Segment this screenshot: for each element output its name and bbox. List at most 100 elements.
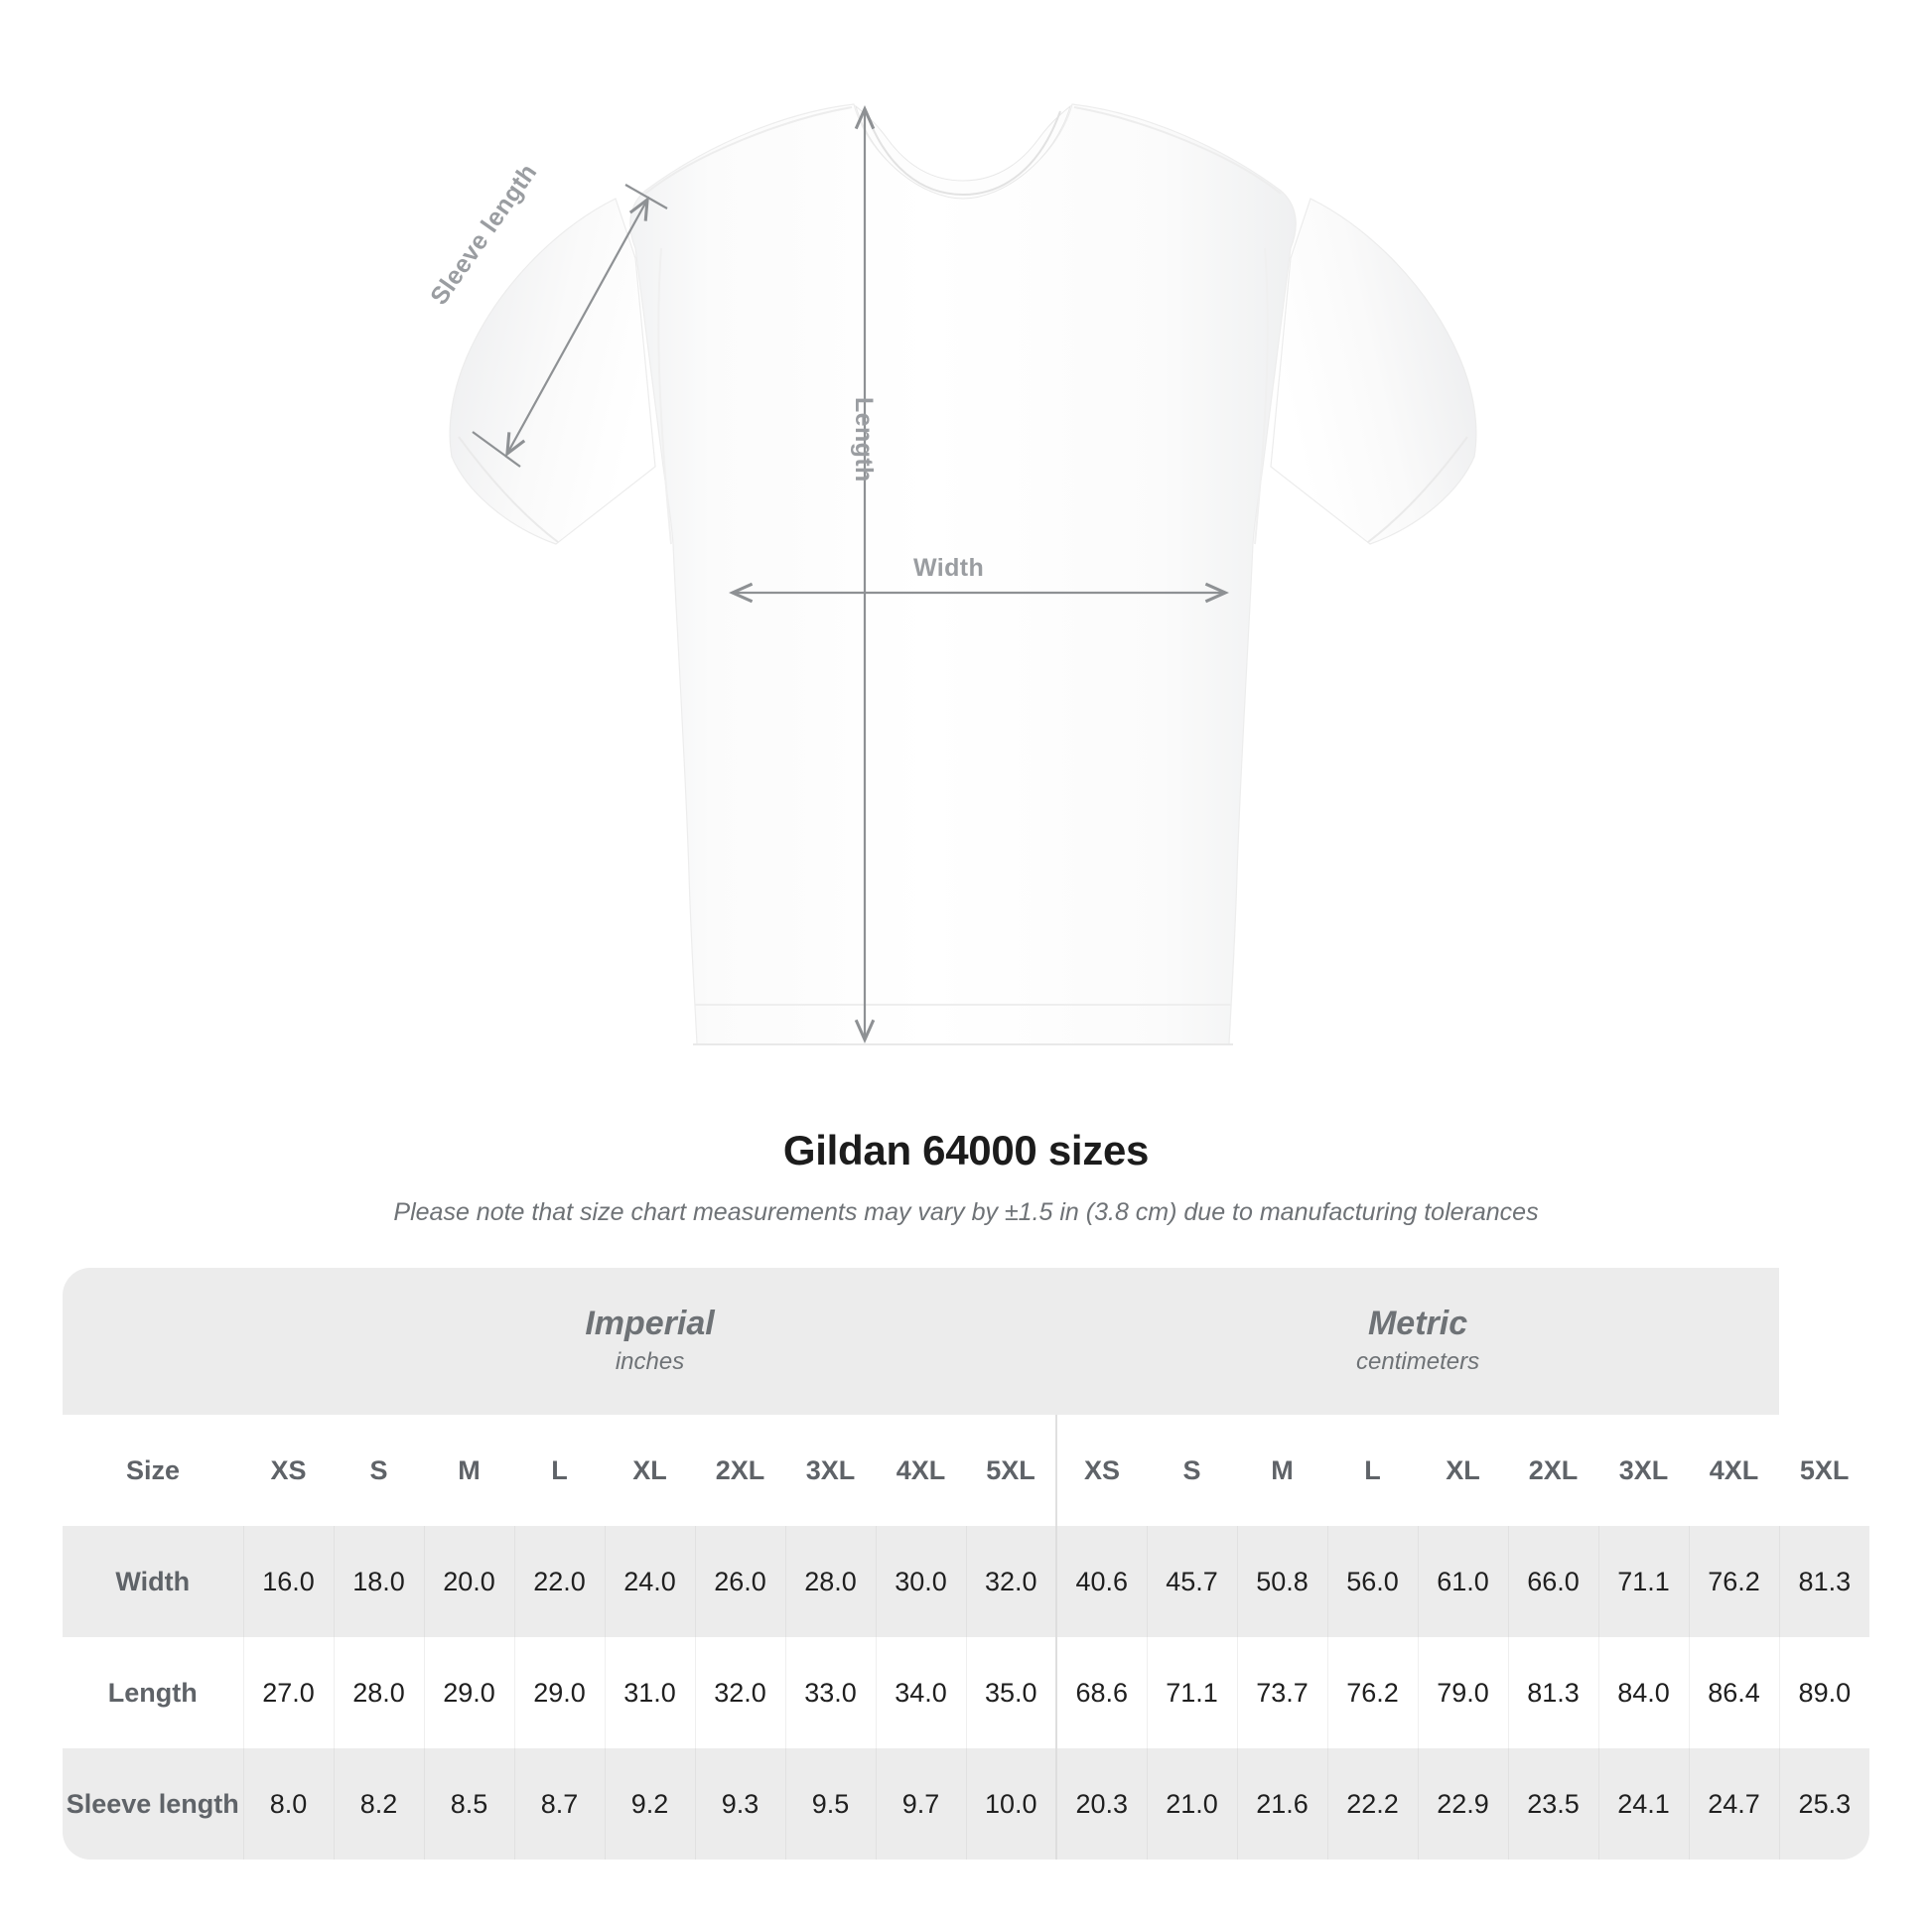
table-row: Sleeve length 8.0 8.2 8.5 8.7 9.2 9.3 9.5 9.7 10.… — [63, 1748, 1869, 1860]
size-column-header: XL — [605, 1415, 695, 1526]
measurement-cell: 73.7 — [1236, 1637, 1328, 1748]
size-row-header: Size — [63, 1415, 243, 1526]
measurement-cell: 33.0 — [784, 1637, 876, 1748]
measurement-cell: 10.0 — [965, 1748, 1057, 1860]
measurement-cell: 61.0 — [1417, 1526, 1509, 1637]
measurement-cell: 21.6 — [1236, 1748, 1328, 1860]
imperial-sub: inches — [615, 1348, 685, 1376]
size-table-container: Imperial inches Metric centimeters Size X… — [63, 1268, 1869, 1860]
unit-header-spacer — [63, 1268, 243, 1415]
measurement-cell: 89.0 — [1778, 1637, 1869, 1748]
size-column-header: M — [1237, 1415, 1328, 1526]
tshirt-diagram: Sleeve length Length Width — [425, 103, 1477, 1045]
measurement-cell: 66.0 — [1507, 1526, 1599, 1637]
measurement-cell: 84.0 — [1597, 1637, 1690, 1748]
table-row: Width 16.0 18.0 20.0 22.0 24.0 26.0 28.0 30.0 32.… — [63, 1526, 1869, 1637]
measurement-cell: 22.0 — [513, 1526, 605, 1637]
measurement-cell: 32.0 — [694, 1637, 785, 1748]
metric-name: Metric — [1367, 1304, 1468, 1342]
size-column-header: 5XL — [966, 1415, 1057, 1526]
tolerance-note: Please note that size chart measurements… — [393, 1198, 1539, 1226]
dimension-lines — [472, 105, 1229, 1043]
size-column-header: XL — [1418, 1415, 1509, 1526]
size-column-header: 2XL — [695, 1415, 785, 1526]
measurement-cell: 34.0 — [875, 1637, 966, 1748]
measurement-cell: 24.7 — [1688, 1748, 1780, 1860]
size-column-header: S — [334, 1415, 424, 1526]
metric-header: Metric centimeters — [1056, 1268, 1780, 1415]
metric-sub: centimeters — [1356, 1348, 1480, 1376]
measurement-cell: 29.0 — [513, 1637, 605, 1748]
sleeve-tick-bottom — [472, 431, 521, 468]
page-title: Gildan 64000 sizes — [782, 1127, 1150, 1173]
measurement-cell: 8.2 — [333, 1748, 424, 1860]
measurement-cell: 32.0 — [965, 1526, 1057, 1637]
measurement-cell: 9.2 — [604, 1748, 695, 1860]
measurement-cell: 68.6 — [1055, 1637, 1148, 1748]
measurement-cell: 9.7 — [875, 1748, 966, 1860]
size-column-header: 4XL — [876, 1415, 966, 1526]
measurement-cell: 31.0 — [604, 1637, 695, 1748]
measurement-cell: 29.0 — [423, 1637, 514, 1748]
measurement-cell: 26.0 — [694, 1526, 785, 1637]
measurement-cell: 8.5 — [423, 1748, 514, 1860]
measurement-cell: 20.0 — [423, 1526, 514, 1637]
measurement-cell: 40.6 — [1055, 1526, 1148, 1637]
measurement-cell: 23.5 — [1507, 1748, 1599, 1860]
measurement-cell: 79.0 — [1417, 1637, 1509, 1748]
size-column-header: L — [514, 1415, 605, 1526]
measurement-row-header: Width — [63, 1526, 243, 1637]
size-column-header: M — [424, 1415, 514, 1526]
width-label: Width — [913, 554, 985, 582]
size-table: Imperial inches Metric centimeters Size X… — [63, 1268, 1869, 1860]
size-column-header: 3XL — [785, 1415, 876, 1526]
measurement-cell: 25.3 — [1778, 1748, 1869, 1860]
size-column-header: 5XL — [1779, 1415, 1869, 1526]
measurement-cell: 18.0 — [333, 1526, 424, 1637]
measurement-cell: 16.0 — [242, 1526, 334, 1637]
measurement-cell: 81.3 — [1507, 1637, 1599, 1748]
imperial-name: Imperial — [585, 1304, 715, 1342]
size-column-header: XS — [1055, 1415, 1148, 1526]
measurement-cell: 22.9 — [1417, 1748, 1509, 1860]
measurement-cell: 76.2 — [1688, 1526, 1780, 1637]
measurement-cell: 45.7 — [1146, 1526, 1238, 1637]
size-column-header: S — [1147, 1415, 1238, 1526]
measurement-cell: 28.0 — [784, 1526, 876, 1637]
measurement-cell: 28.0 — [333, 1637, 424, 1748]
sleeve-tick-top — [624, 184, 668, 209]
size-column-header: L — [1327, 1415, 1419, 1526]
length-label: Length — [850, 397, 878, 483]
measurement-cell: 50.8 — [1236, 1526, 1328, 1637]
measurement-cell: 30.0 — [875, 1526, 966, 1637]
measurement-cell: 21.0 — [1146, 1748, 1238, 1860]
table-row: Length 27.0 28.0 29.0 29.0 31.0 32.0 33.0 34.0 35… — [63, 1637, 1869, 1748]
measurement-cell: 27.0 — [242, 1637, 334, 1748]
measurement-row-header: Length — [63, 1637, 243, 1748]
measurement-cell: 8.0 — [242, 1748, 334, 1860]
measurement-cell: 81.3 — [1778, 1526, 1869, 1637]
imperial-header: Imperial inches — [243, 1268, 1057, 1415]
measurement-row-header: Sleeve length — [63, 1748, 243, 1860]
measurement-cell: 8.7 — [513, 1748, 605, 1860]
measurement-cell: 71.1 — [1146, 1637, 1238, 1748]
measurement-cell: 9.3 — [694, 1748, 785, 1860]
measurement-cell: 9.5 — [784, 1748, 876, 1860]
measurement-cell: 24.1 — [1597, 1748, 1690, 1860]
measurement-cell: 35.0 — [965, 1637, 1057, 1748]
measurement-cell: 24.0 — [604, 1526, 695, 1637]
measurement-cell: 86.4 — [1688, 1637, 1780, 1748]
size-column-header: XS — [243, 1415, 334, 1526]
size-header-row: Size XS S M L XL 2XL 3XL 4XL 5XL XS S M L XL 2XL 3XL 4XL 5… — [63, 1415, 1869, 1526]
measurement-cell: 22.2 — [1326, 1748, 1419, 1860]
measurement-cell: 76.2 — [1326, 1637, 1419, 1748]
measurement-cell: 71.1 — [1597, 1526, 1690, 1637]
size-column-header: 4XL — [1689, 1415, 1780, 1526]
size-column-header: 3XL — [1598, 1415, 1690, 1526]
measurement-cell: 56.0 — [1326, 1526, 1419, 1637]
unit-header-row: Imperial inches Metric centimeters — [63, 1268, 1869, 1415]
size-column-header: 2XL — [1508, 1415, 1599, 1526]
sleeve-dimension-line — [505, 196, 649, 458]
measurement-cell: 20.3 — [1055, 1748, 1148, 1860]
